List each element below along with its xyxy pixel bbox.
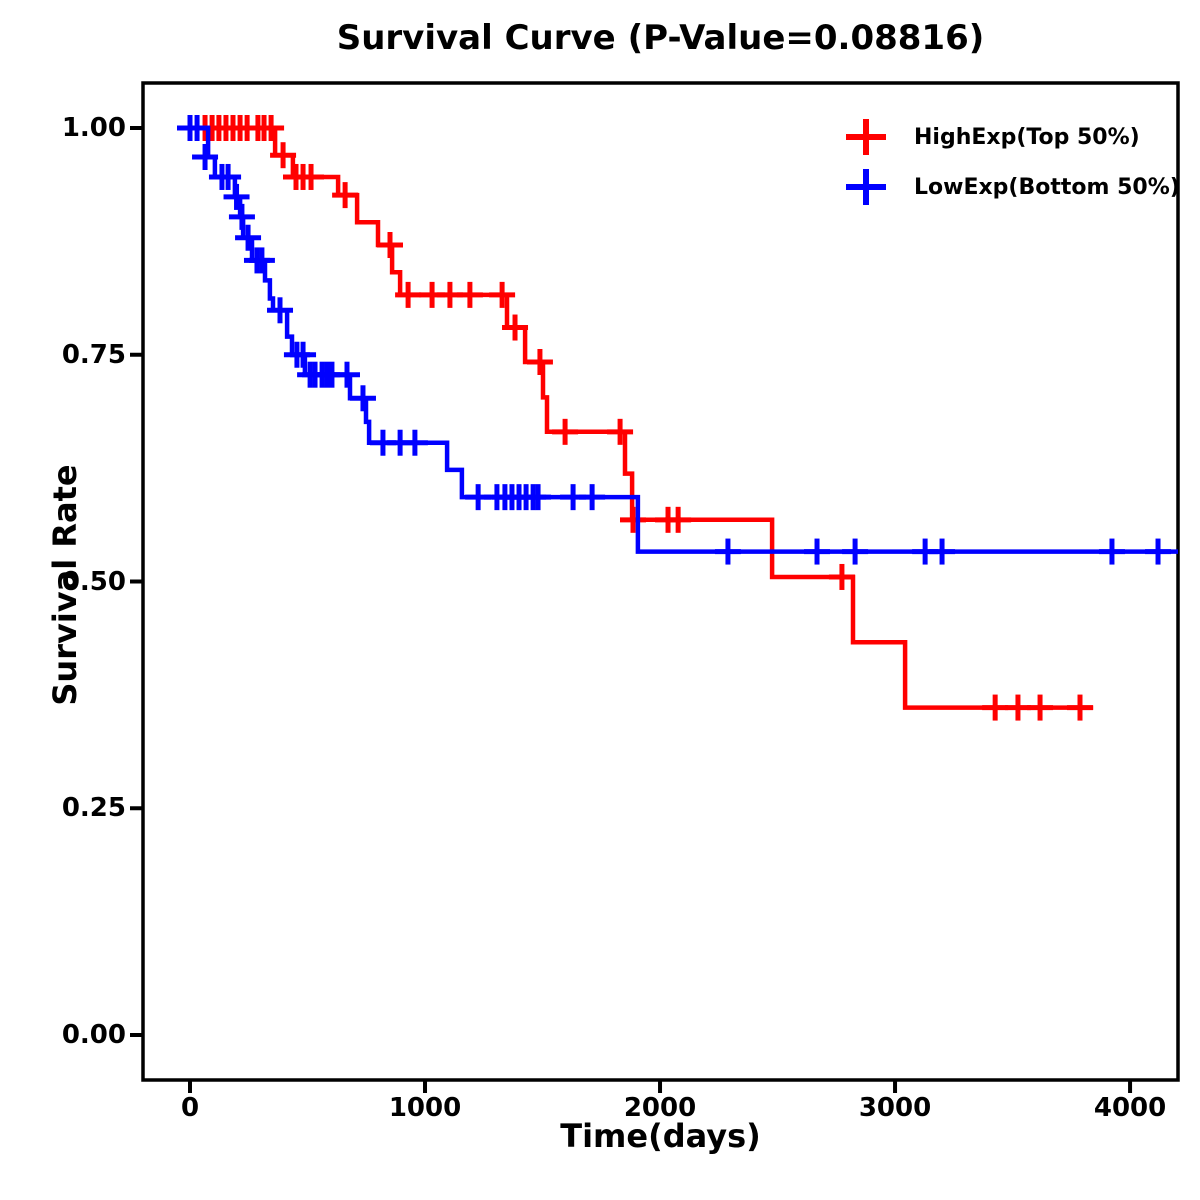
- legend-item-highexp: HighExp(Top 50%): [840, 112, 1180, 162]
- x-tick-label: 3000: [858, 1093, 932, 1123]
- x-axis-title: Time(days): [560, 1117, 761, 1155]
- x-tick-label: 4000: [1093, 1093, 1167, 1123]
- plus-marker-icon-highexp: [846, 119, 886, 155]
- legend-label-lowexp: LowExp(Bottom 50%): [914, 174, 1180, 200]
- legend-label-highexp: HighExp(Top 50%): [914, 124, 1140, 150]
- legend: HighExp(Top 50%) LowExp(Bottom 50%): [840, 112, 1180, 212]
- legend-item-lowexp: LowExp(Bottom 50%): [840, 162, 1180, 212]
- x-tick-label: 2000: [623, 1093, 697, 1123]
- x-tick-label: 0: [180, 1093, 200, 1123]
- x-tick-label: 1000: [388, 1093, 462, 1123]
- chart-title: Survival Curve (P-Value=0.08816): [336, 18, 985, 58]
- y-tick-label: 1.00: [61, 112, 126, 143]
- chart-title-wrap: Survival Curve (P-Value=0.08816): [143, 18, 1178, 58]
- y-tick-label: 0.25: [61, 793, 126, 824]
- y-tick-label: 0.50: [61, 566, 126, 597]
- plot-border: [141, 81, 1180, 1082]
- y-tick-label: 0.00: [61, 1020, 126, 1050]
- plus-marker-icon-lowexp: [846, 169, 886, 205]
- survival-curve-highexp: [190, 125, 1094, 710]
- y-tick-label: 0.75: [61, 339, 126, 370]
